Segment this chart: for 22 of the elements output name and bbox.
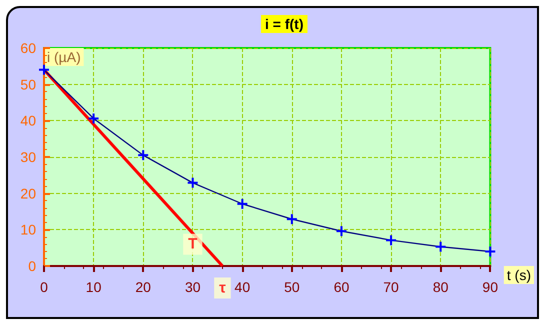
x-tick-label: 50 (284, 279, 300, 295)
y-tick-label: 50 (20, 76, 36, 92)
x-tick-label: 70 (383, 279, 400, 295)
y-tick-label: 20 (20, 185, 36, 202)
y-tick-label: 0 (28, 258, 36, 274)
annotation: τ (219, 280, 226, 296)
y-tick-label: 30 (20, 149, 36, 165)
annotation: T (188, 236, 198, 253)
x-tick-label: 10 (86, 279, 102, 295)
x-tick-label: 30 (184, 279, 201, 295)
y-tick-label: 10 (20, 222, 36, 238)
x-tick-label: 60 (334, 279, 350, 295)
y-axis-title: i (µA) (47, 49, 81, 65)
x-tick-label: 90 (482, 279, 498, 295)
x-tick-label: 80 (432, 279, 449, 295)
x-tick-label: 20 (135, 279, 152, 295)
x-tick-label: 0 (40, 279, 48, 295)
chart-title: i = f(t) (265, 16, 304, 32)
y-tick-label: 60 (20, 40, 36, 56)
y-tick-label: 40 (20, 112, 36, 129)
x-axis-title: t (s) (506, 267, 531, 283)
x-tick-label: 40 (234, 279, 250, 295)
